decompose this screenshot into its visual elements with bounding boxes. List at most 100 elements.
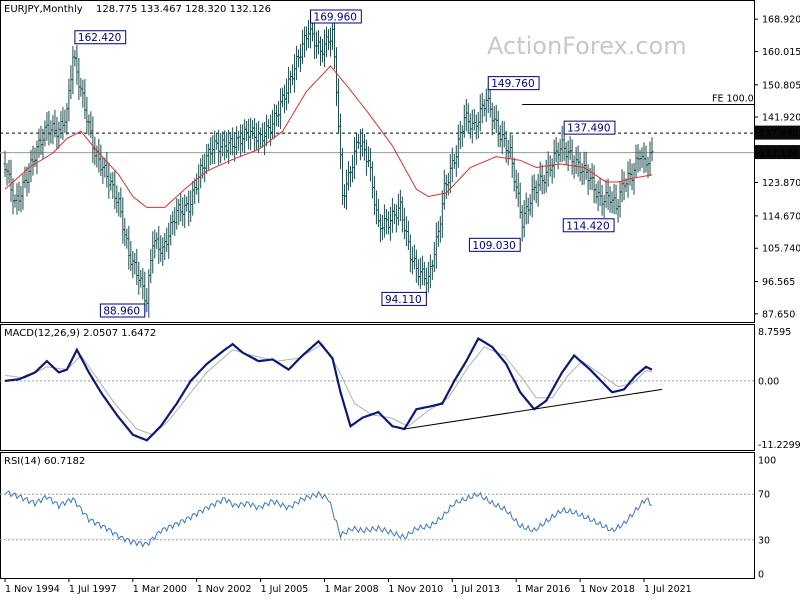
x-tick-label: 1 Mar 2000 (133, 584, 187, 595)
x-tick-label: 1 Jul 2013 (452, 584, 500, 595)
ohlc-bar (141, 268, 145, 300)
ohlc-bar (7, 160, 11, 184)
ohlc-bar (500, 120, 504, 155)
ohlc-bar (279, 88, 283, 129)
ohlc-bar (586, 164, 590, 196)
ohlc-bar (570, 139, 574, 175)
ohlc-bar (105, 151, 109, 188)
ohlc-bar (436, 220, 440, 247)
ohlc-bar (328, 27, 332, 57)
ohlc-bar (31, 145, 35, 176)
rsi-layer: 100 70 30 0 (0, 456, 776, 581)
x-tick-label: 1 Jul 2005 (261, 584, 309, 595)
ohlc-bar (458, 121, 462, 150)
ohlc-bar (580, 163, 584, 186)
ohlc-bar (177, 199, 181, 225)
ohlc-bar (235, 126, 239, 156)
rsi-y-tick-label: 100 (758, 456, 776, 467)
ohlc-bar (97, 138, 101, 173)
ohlc-bar (572, 155, 576, 179)
ohlc-bar (207, 143, 211, 170)
ohlc-bar (17, 181, 21, 212)
ohlc-bar (171, 211, 175, 235)
macd-signal-line (4, 343, 653, 436)
ohlc-bar (640, 147, 644, 168)
x-tick-label: 1 Mar 2008 (325, 584, 379, 595)
ohlc-bar (107, 162, 111, 199)
swing-label-box (487, 76, 540, 91)
ohlc-bar (173, 207, 177, 236)
ohlc-bar (372, 175, 376, 216)
ohlc-bar (287, 66, 291, 104)
ohlc-bar (396, 193, 400, 226)
ohlc-bar (139, 269, 143, 288)
ohlc-bar (285, 78, 289, 111)
ohlc-bar (482, 99, 486, 117)
ohlc-bar (602, 194, 606, 218)
ohlc-bar (364, 139, 368, 176)
swing-label: 169.960 (314, 12, 357, 24)
ohlc-bar (554, 137, 558, 163)
x-tick-label: 1 Jul 1997 (69, 584, 117, 595)
ohlc-bar (15, 183, 19, 215)
ohlc-bar (99, 144, 103, 177)
ohlc-bar (289, 70, 293, 94)
ohlc-bar (514, 169, 518, 199)
swing-label: 88.960 (103, 306, 140, 318)
ohlc-bar (340, 148, 344, 205)
price-y-tick-label: 150.805 (762, 80, 800, 91)
ohlc-bar (163, 232, 167, 260)
ohlc-bar (508, 133, 512, 159)
ohlc-bar (568, 136, 572, 160)
swing-label: 137.490 (567, 123, 610, 135)
ohlc-bar (480, 92, 484, 124)
ohlc-bar (299, 43, 303, 73)
ohlc-bar (323, 29, 327, 68)
ohlc-bar (83, 79, 87, 120)
ohlc-bar (137, 261, 141, 295)
ohlc-bar (382, 204, 386, 238)
chart-title: EURJPY,Monthly (4, 4, 83, 15)
ohlc-bar (494, 104, 498, 133)
ohlc-bar (354, 132, 358, 166)
ohlc-bar (261, 122, 265, 148)
ohlc-bar (117, 192, 121, 217)
ohlc-bar (119, 187, 123, 218)
ohlc-bar (384, 209, 388, 235)
fe-target-label: FE 100.0 (712, 93, 754, 104)
ohlc-bar (241, 124, 245, 152)
ohlc-bar (422, 261, 426, 286)
price-y-tick-label: 168.920 (762, 15, 800, 26)
ohlc-bar (325, 26, 329, 57)
current-price-tag-bg (754, 145, 800, 160)
swing-label: 162.420 (78, 32, 121, 44)
ohlc-bar (410, 246, 414, 275)
ohlc-bar (344, 169, 348, 210)
ohlc-bar (610, 191, 614, 214)
ohlc-bar (243, 119, 247, 154)
swing-label: 114.420 (566, 220, 609, 232)
ohlc-bar (406, 220, 410, 251)
macd-panel-frame (0, 324, 755, 451)
ohlc-bar (454, 145, 458, 178)
ohlc-bar (223, 130, 227, 161)
ohlc-bar (614, 184, 618, 215)
ohlc-bar (366, 146, 370, 168)
ohlc-bar (67, 78, 71, 122)
ohlc-bar (438, 216, 442, 243)
ohlc-bar (556, 142, 560, 170)
ohlc-bar (181, 197, 185, 227)
ohlc-bar (277, 100, 281, 127)
ohlc-bar (398, 189, 402, 222)
ohlc-bar (518, 182, 522, 219)
ohlc-bar (484, 88, 488, 122)
ohlc-bar (598, 177, 602, 206)
ohlc-bar (490, 102, 494, 136)
ohlc-bar (291, 64, 295, 85)
ohlc-bar (540, 164, 544, 195)
ohlc-bar (374, 190, 378, 225)
swing-label: 149.760 (491, 78, 534, 90)
ohlc-bar (123, 218, 127, 247)
ohlc-bar (245, 121, 249, 142)
